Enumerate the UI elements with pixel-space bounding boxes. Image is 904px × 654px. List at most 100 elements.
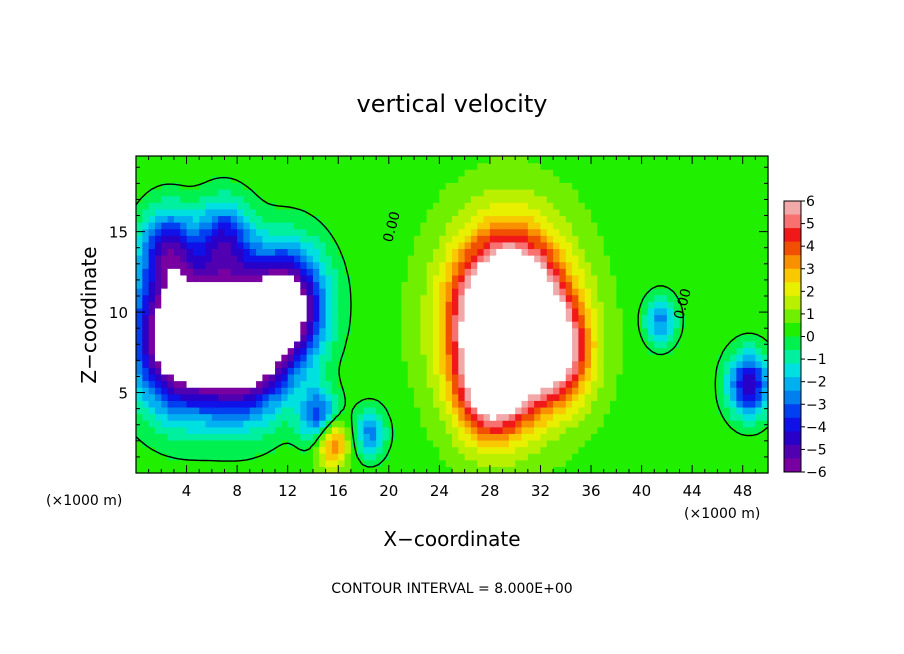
- heatmap-cell: [496, 268, 504, 276]
- heatmap-cell: [502, 162, 510, 170]
- heatmap-cell: [325, 321, 333, 329]
- heatmap-cell: [673, 274, 681, 283]
- heatmap-cell: [205, 241, 213, 250]
- heatmap-cell: [736, 373, 744, 382]
- heatmap-cell: [344, 261, 352, 269]
- heatmap-cell: [572, 195, 579, 203]
- heatmap-cell: [534, 162, 542, 170]
- heatmap-cell: [622, 169, 630, 177]
- heatmap-cell: [679, 420, 687, 428]
- heatmap-cell: [515, 321, 523, 329]
- heatmap-cell: [591, 156, 598, 164]
- heatmap-cell: [723, 459, 731, 467]
- heatmap-cell: [325, 453, 333, 461]
- heatmap-cell: [464, 255, 472, 263]
- heatmap-cell: [597, 466, 605, 474]
- heatmap-cell: [761, 347, 769, 355]
- heatmap-cell: [369, 294, 377, 302]
- heatmap-cell: [357, 360, 365, 368]
- heatmap-cell: [755, 268, 763, 276]
- heatmap-cell: [559, 202, 567, 210]
- heatmap-cell: [647, 453, 655, 461]
- heatmap-cell: [395, 222, 403, 230]
- heatmap-cell: [584, 314, 592, 322]
- heatmap-cell: [685, 301, 693, 309]
- heatmap-cell: [565, 235, 573, 243]
- heatmap-cell: [414, 156, 421, 164]
- heatmap-cell: [211, 235, 219, 243]
- heatmap-cell: [584, 426, 592, 434]
- heatmap-cell: [654, 195, 662, 203]
- heatmap-cell: [237, 261, 245, 269]
- heatmap-cell: [350, 301, 358, 309]
- heatmap-cell: [186, 334, 194, 342]
- heatmap-cell: [363, 413, 371, 421]
- heatmap-cell: [666, 268, 674, 276]
- heatmap-cell: [464, 189, 472, 197]
- heatmap-cell: [470, 222, 478, 230]
- heatmap-cell: [723, 189, 731, 197]
- heatmap-cell: [136, 314, 143, 322]
- heatmap-cell: [692, 169, 700, 177]
- heatmap-cell: [477, 347, 485, 355]
- heatmap-cell: [325, 175, 333, 184]
- heatmap-cell: [230, 446, 238, 454]
- heatmap-cell: [641, 459, 649, 467]
- heatmap-cell: [300, 360, 308, 368]
- heatmap-cell: [344, 195, 352, 203]
- heatmap-cell: [237, 248, 245, 256]
- heatmap-cell: [704, 281, 712, 289]
- heatmap-cell: [262, 248, 270, 256]
- heatmap-cell: [262, 222, 270, 230]
- heatmap-cell: [161, 453, 169, 461]
- heatmap-cell: [572, 327, 579, 335]
- heatmap-cell: [243, 334, 251, 342]
- heatmap-cell: [205, 466, 213, 474]
- heatmap-cell: [319, 222, 327, 230]
- heatmap-cell: [205, 281, 213, 289]
- heatmap-cell: [388, 169, 396, 177]
- heatmap-cell: [534, 288, 542, 296]
- heatmap-cell: [407, 334, 415, 342]
- heatmap-cell: [711, 228, 719, 236]
- heatmap-cell: [483, 360, 491, 368]
- heatmap-cell: [401, 413, 409, 421]
- heatmap-cell: [711, 327, 719, 335]
- heatmap-cell: [401, 202, 409, 210]
- heatmap-cell: [584, 453, 592, 461]
- heatmap-cell: [660, 347, 668, 355]
- heatmap-cell: [287, 393, 295, 401]
- heatmap-cell: [452, 327, 459, 335]
- heatmap-cell: [401, 294, 409, 302]
- heatmap-cell: [647, 340, 655, 349]
- heatmap-cell: [540, 340, 548, 349]
- heatmap-cell: [363, 459, 371, 467]
- heatmap-cell: [496, 439, 504, 448]
- heatmap-cell: [224, 400, 232, 408]
- heatmap-cell: [237, 426, 245, 434]
- heatmap-cell: [388, 301, 396, 309]
- heatmap-cell: [325, 400, 333, 408]
- heatmap-cell: [161, 288, 169, 296]
- heatmap-cell: [591, 413, 598, 421]
- heatmap-cell: [584, 420, 592, 428]
- heatmap-cell: [338, 228, 346, 236]
- heatmap-cell: [597, 439, 605, 448]
- heatmap-cell: [363, 321, 371, 329]
- heatmap-cell: [338, 400, 346, 408]
- heatmap-cell: [363, 420, 371, 428]
- heatmap-cell: [300, 162, 308, 170]
- heatmap-cell: [603, 274, 611, 283]
- heatmap-cell: [136, 294, 143, 302]
- heatmap-cell: [211, 255, 219, 263]
- heatmap-cell: [167, 307, 175, 316]
- heatmap-cell: [641, 162, 649, 170]
- heatmap-cell: [647, 241, 655, 250]
- heatmap-cell: [237, 182, 245, 190]
- heatmap-cell: [572, 281, 579, 289]
- heatmap-cell: [243, 307, 251, 316]
- heatmap-cell: [477, 182, 485, 190]
- heatmap-cell: [395, 314, 403, 322]
- heatmap-cell: [704, 334, 712, 342]
- heatmap-cell: [591, 175, 598, 184]
